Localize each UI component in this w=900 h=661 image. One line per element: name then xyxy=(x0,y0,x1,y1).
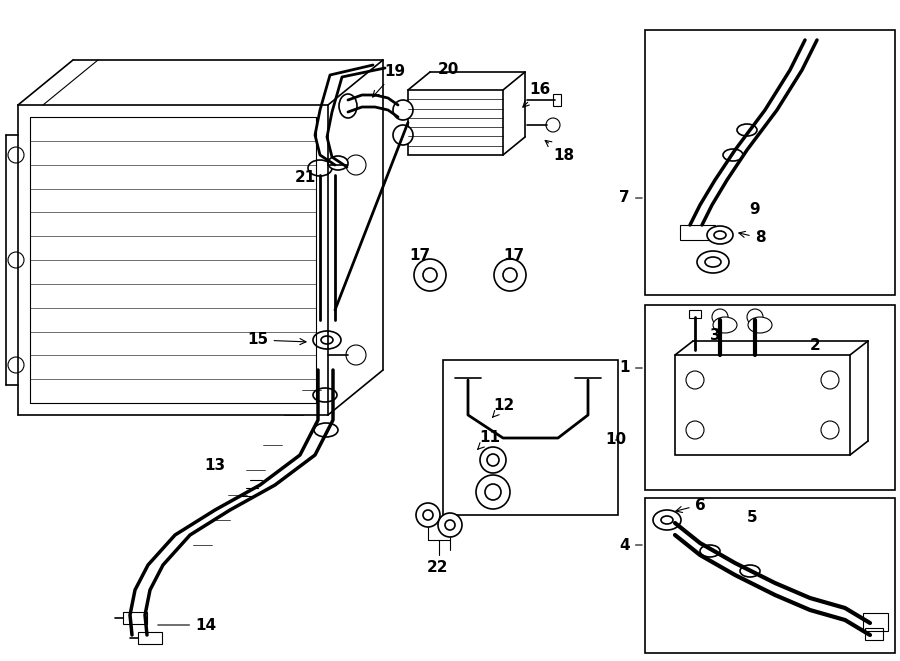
Bar xyxy=(553,94,561,106)
Text: 12: 12 xyxy=(492,397,515,418)
Text: 10: 10 xyxy=(605,432,626,447)
Ellipse shape xyxy=(700,545,720,557)
Text: 6: 6 xyxy=(676,498,706,512)
Circle shape xyxy=(686,371,704,389)
Ellipse shape xyxy=(661,516,673,524)
Bar xyxy=(689,310,701,318)
Circle shape xyxy=(346,155,366,175)
Bar xyxy=(645,30,895,295)
Circle shape xyxy=(414,259,446,291)
Bar xyxy=(863,613,888,631)
Bar xyxy=(675,355,850,455)
Text: 16: 16 xyxy=(523,83,551,107)
Text: 18: 18 xyxy=(545,140,574,163)
Circle shape xyxy=(438,513,462,537)
Circle shape xyxy=(686,421,704,439)
Circle shape xyxy=(346,345,366,365)
Circle shape xyxy=(487,454,499,466)
Text: 3: 3 xyxy=(710,327,720,342)
Circle shape xyxy=(416,503,440,527)
Bar xyxy=(138,632,162,644)
Text: 20: 20 xyxy=(437,63,459,77)
Circle shape xyxy=(494,259,526,291)
Ellipse shape xyxy=(313,331,341,349)
Ellipse shape xyxy=(653,510,681,530)
Circle shape xyxy=(476,475,510,509)
Text: 17: 17 xyxy=(503,247,525,262)
Text: 5: 5 xyxy=(747,510,757,525)
Ellipse shape xyxy=(748,317,772,333)
Text: 1: 1 xyxy=(619,360,643,375)
Bar xyxy=(865,628,883,640)
Ellipse shape xyxy=(737,124,757,136)
Circle shape xyxy=(8,357,24,373)
Circle shape xyxy=(393,125,413,145)
Circle shape xyxy=(480,447,506,473)
Text: 22: 22 xyxy=(428,561,449,576)
Text: 14: 14 xyxy=(158,617,216,633)
Text: 21: 21 xyxy=(294,171,316,186)
Ellipse shape xyxy=(707,226,733,244)
Bar xyxy=(645,305,895,490)
Ellipse shape xyxy=(697,251,729,273)
Circle shape xyxy=(445,520,455,530)
Circle shape xyxy=(393,100,413,120)
Circle shape xyxy=(503,268,517,282)
Text: 17: 17 xyxy=(410,247,430,262)
Ellipse shape xyxy=(314,423,338,437)
Text: 2: 2 xyxy=(810,338,821,352)
Circle shape xyxy=(8,147,24,163)
Ellipse shape xyxy=(714,231,726,239)
Bar xyxy=(645,498,895,653)
Text: 15: 15 xyxy=(248,332,306,348)
Ellipse shape xyxy=(339,94,357,118)
Text: 8: 8 xyxy=(739,231,765,245)
Circle shape xyxy=(546,118,560,132)
Circle shape xyxy=(485,484,501,500)
Circle shape xyxy=(821,371,839,389)
Circle shape xyxy=(8,252,24,268)
Circle shape xyxy=(747,309,763,325)
Ellipse shape xyxy=(740,565,760,577)
Circle shape xyxy=(423,268,437,282)
Ellipse shape xyxy=(713,317,737,333)
Text: 4: 4 xyxy=(619,537,643,553)
Bar xyxy=(443,360,618,515)
Circle shape xyxy=(821,421,839,439)
Bar xyxy=(123,612,147,624)
Text: 19: 19 xyxy=(373,65,406,97)
Text: 9: 9 xyxy=(750,202,760,217)
Bar xyxy=(408,90,503,155)
Ellipse shape xyxy=(328,156,348,170)
Text: 11: 11 xyxy=(478,430,500,449)
Circle shape xyxy=(423,510,433,520)
Bar xyxy=(680,225,715,240)
Ellipse shape xyxy=(321,336,333,344)
Ellipse shape xyxy=(723,149,743,161)
Ellipse shape xyxy=(308,160,332,176)
Circle shape xyxy=(712,309,728,325)
Ellipse shape xyxy=(705,257,721,267)
Ellipse shape xyxy=(313,388,337,402)
Text: 7: 7 xyxy=(619,190,643,206)
Text: 13: 13 xyxy=(204,457,226,473)
